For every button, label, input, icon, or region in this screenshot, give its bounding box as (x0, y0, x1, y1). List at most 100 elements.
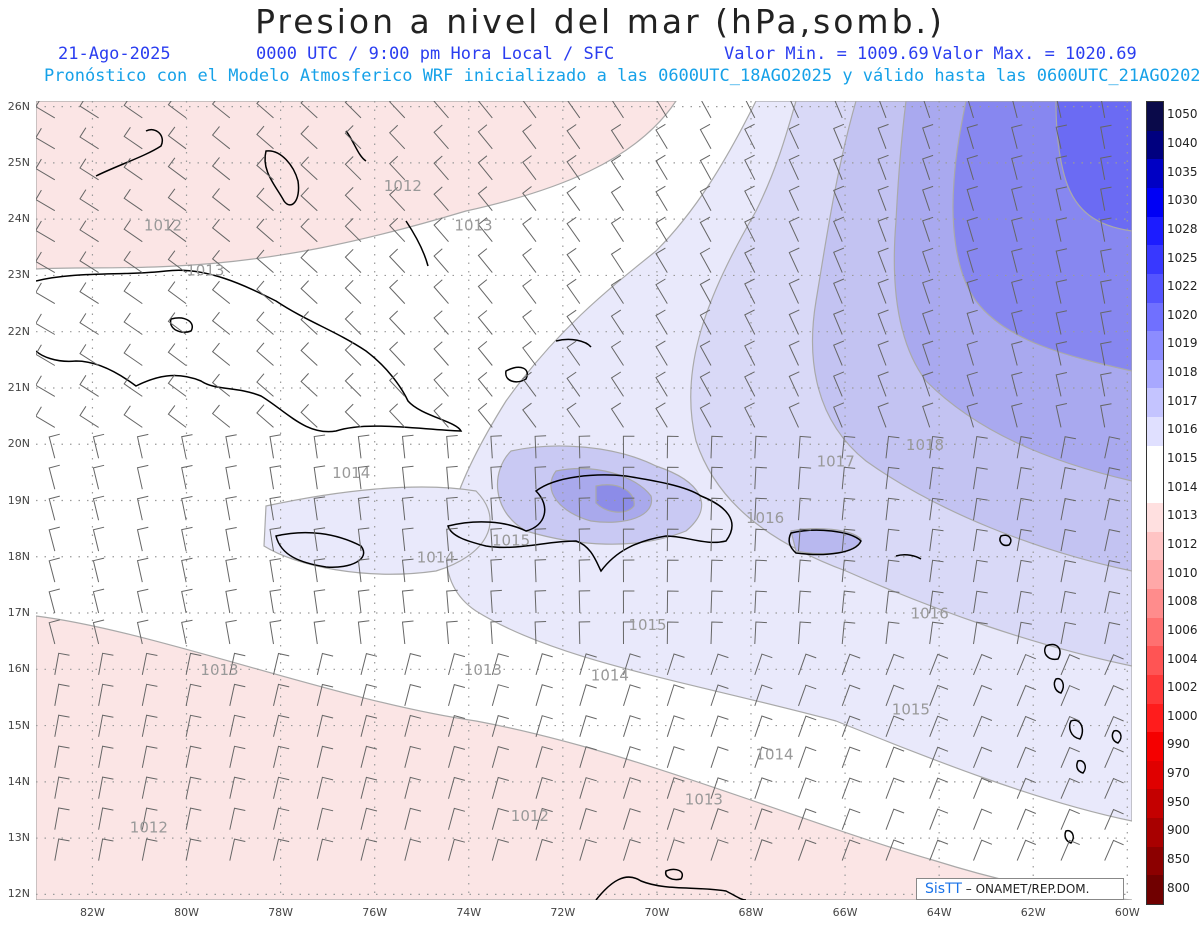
wind-barb (1011, 248, 1023, 273)
wind-barb (1011, 371, 1023, 397)
wind-barb (1055, 248, 1068, 273)
contour-label: 1014 (417, 548, 455, 566)
colorbar-cell (1147, 732, 1163, 762)
wind-barb (316, 714, 334, 737)
wind-barb (841, 466, 856, 490)
wind-barb (744, 247, 756, 273)
wind-barb (966, 186, 978, 211)
wind-barb (316, 807, 334, 830)
colorbar-label: 1013 (1167, 508, 1198, 523)
pressure-fill-layer (36, 101, 1132, 900)
wind-barb (622, 435, 635, 459)
wind-barb (1016, 528, 1032, 552)
colorbar-cell (1147, 159, 1163, 189)
dominica (1053, 677, 1064, 694)
guadeloupe (1044, 643, 1061, 661)
wind-barb (754, 839, 773, 861)
wind-barb (123, 127, 143, 150)
wind-barb (623, 746, 641, 768)
wind-barb (446, 496, 458, 521)
aruba-curacao (664, 868, 683, 881)
wind-barb (610, 185, 624, 211)
wind-barb (579, 838, 597, 861)
wind-barb (123, 157, 143, 181)
wind-barb (655, 154, 668, 181)
wind-barb (623, 684, 641, 707)
wind-barb (273, 745, 290, 768)
wind-barb (655, 247, 668, 273)
wind-barb (535, 684, 553, 707)
contour-label: 1013 (454, 216, 492, 234)
wind-barb (211, 373, 231, 397)
wind-barb (316, 838, 334, 861)
wind-barb (699, 216, 712, 242)
wind-barb (446, 527, 458, 552)
wind-barb (211, 342, 231, 366)
contour-label: 1013 (685, 790, 723, 808)
wind-barb (798, 653, 817, 676)
wind-barb (1100, 124, 1112, 149)
wind-barb (54, 745, 70, 768)
wind-barb (98, 745, 114, 768)
wind-barb (404, 714, 422, 737)
wind-barb (877, 216, 889, 242)
wind-barb (798, 746, 817, 768)
wind-barb (300, 249, 318, 273)
wind-barb (211, 249, 231, 273)
colorbar-cell (1147, 846, 1163, 876)
colorbar-cell (1147, 216, 1163, 246)
colorbar-label: 1035 (1167, 164, 1198, 179)
wind-barb (256, 187, 274, 212)
wind-barb (841, 528, 856, 552)
colorbar-cell (1147, 875, 1163, 905)
wind-barb (1060, 621, 1076, 645)
wind-barb (841, 746, 861, 768)
wind-barb (225, 465, 237, 490)
lon-tick-label: 70W (644, 906, 670, 919)
wind-barb (973, 590, 988, 614)
wind-barb (229, 838, 246, 861)
wind-barb (973, 808, 993, 830)
wind-barb (401, 465, 414, 490)
wind-barb (699, 402, 712, 428)
wind-barb (841, 559, 856, 583)
wind-barb (535, 776, 553, 799)
wind-barb (48, 433, 60, 459)
pressure-colorbar (1146, 101, 1164, 905)
wind-barb (123, 281, 143, 305)
wind-barb (710, 590, 723, 614)
wind-barb (313, 465, 326, 490)
wind-barb (655, 278, 668, 304)
st-lucia (1076, 759, 1086, 774)
wind-barb (1100, 217, 1112, 242)
pressure-map: 1012 1012 1013 1013 1014 1015 1014 1016 1017 1018… (36, 101, 1132, 900)
colorbar-cell (1147, 674, 1163, 704)
credit-box: SisTT – ONAMET/REP.DOM. (916, 878, 1124, 900)
wind-barb (48, 464, 60, 490)
hispaniola-coast (447, 474, 733, 573)
wind-barb (256, 404, 274, 428)
wind-barb (522, 186, 537, 212)
wind-barb (798, 497, 812, 521)
lat-tick-label: 12N (7, 887, 30, 901)
wind-barb (885, 528, 900, 552)
wind-barb (98, 807, 114, 830)
wind-barb (522, 217, 537, 242)
wind-barb (36, 375, 56, 397)
wind-barb (522, 309, 537, 335)
wind-barb (313, 589, 326, 614)
wind-barb (1012, 101, 1018, 119)
wind-barb (181, 588, 193, 614)
wind-barb (885, 590, 900, 614)
contour-label: 1014 (591, 667, 629, 685)
wind-barb (167, 157, 187, 181)
wind-barb (123, 101, 143, 119)
wind-barb (433, 403, 449, 428)
wind-barb (610, 247, 624, 273)
wind-barb (929, 466, 944, 490)
lon-tick-label: 62W (1020, 906, 1046, 919)
wind-barb (798, 808, 817, 830)
wind-barb (841, 808, 861, 830)
wind-barb (744, 123, 756, 150)
wind-barb (522, 371, 537, 397)
